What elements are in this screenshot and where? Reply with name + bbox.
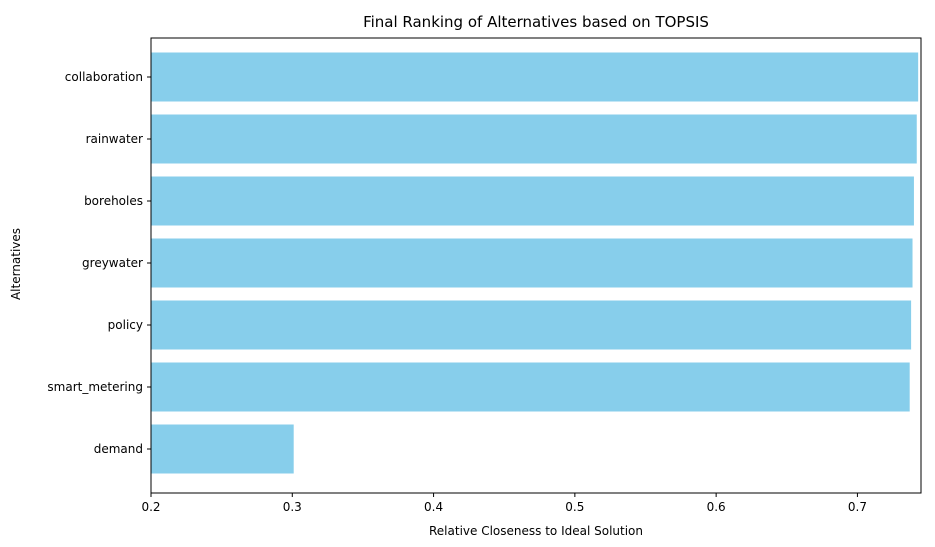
y-tick-label: collaboration xyxy=(65,70,143,84)
bar-collaboration xyxy=(151,52,919,102)
bars-group xyxy=(151,52,919,474)
x-tick-label: 0.5 xyxy=(565,500,584,514)
chart-title: Final Ranking of Alternatives based on T… xyxy=(363,13,709,31)
x-ticks-group: 0.2 0.3 0.4 0.5 0.6 0.7 xyxy=(141,493,867,514)
x-tick-label: 0.3 xyxy=(283,500,302,514)
bar-rainwater xyxy=(151,114,917,164)
plot-frame xyxy=(150,37,922,494)
bar-boreholes xyxy=(151,176,914,226)
x-tick-label: 0.7 xyxy=(848,500,867,514)
y-tick-label: smart_metering xyxy=(47,380,143,394)
y-tick-label: demand xyxy=(94,442,143,456)
x-tick-label: 0.2 xyxy=(141,500,160,514)
bar-demand xyxy=(151,424,294,474)
x-tick-label: 0.4 xyxy=(424,500,443,514)
y-tick-label: boreholes xyxy=(84,194,143,208)
bar-greywater xyxy=(151,238,913,288)
x-tick-label: 0.6 xyxy=(707,500,726,514)
y-axis-label: Alternatives xyxy=(9,228,23,300)
y-tick-label: greywater xyxy=(82,256,143,270)
y-ticks-group: collaboration rainwater boreholes greywater… xyxy=(47,70,151,456)
y-tick-label: rainwater xyxy=(86,132,143,146)
bar-policy xyxy=(151,300,912,350)
y-tick-label: policy xyxy=(108,318,143,332)
x-axis-label: Relative Closeness to Ideal Solution xyxy=(429,524,643,538)
bar-smart-metering xyxy=(151,362,910,412)
